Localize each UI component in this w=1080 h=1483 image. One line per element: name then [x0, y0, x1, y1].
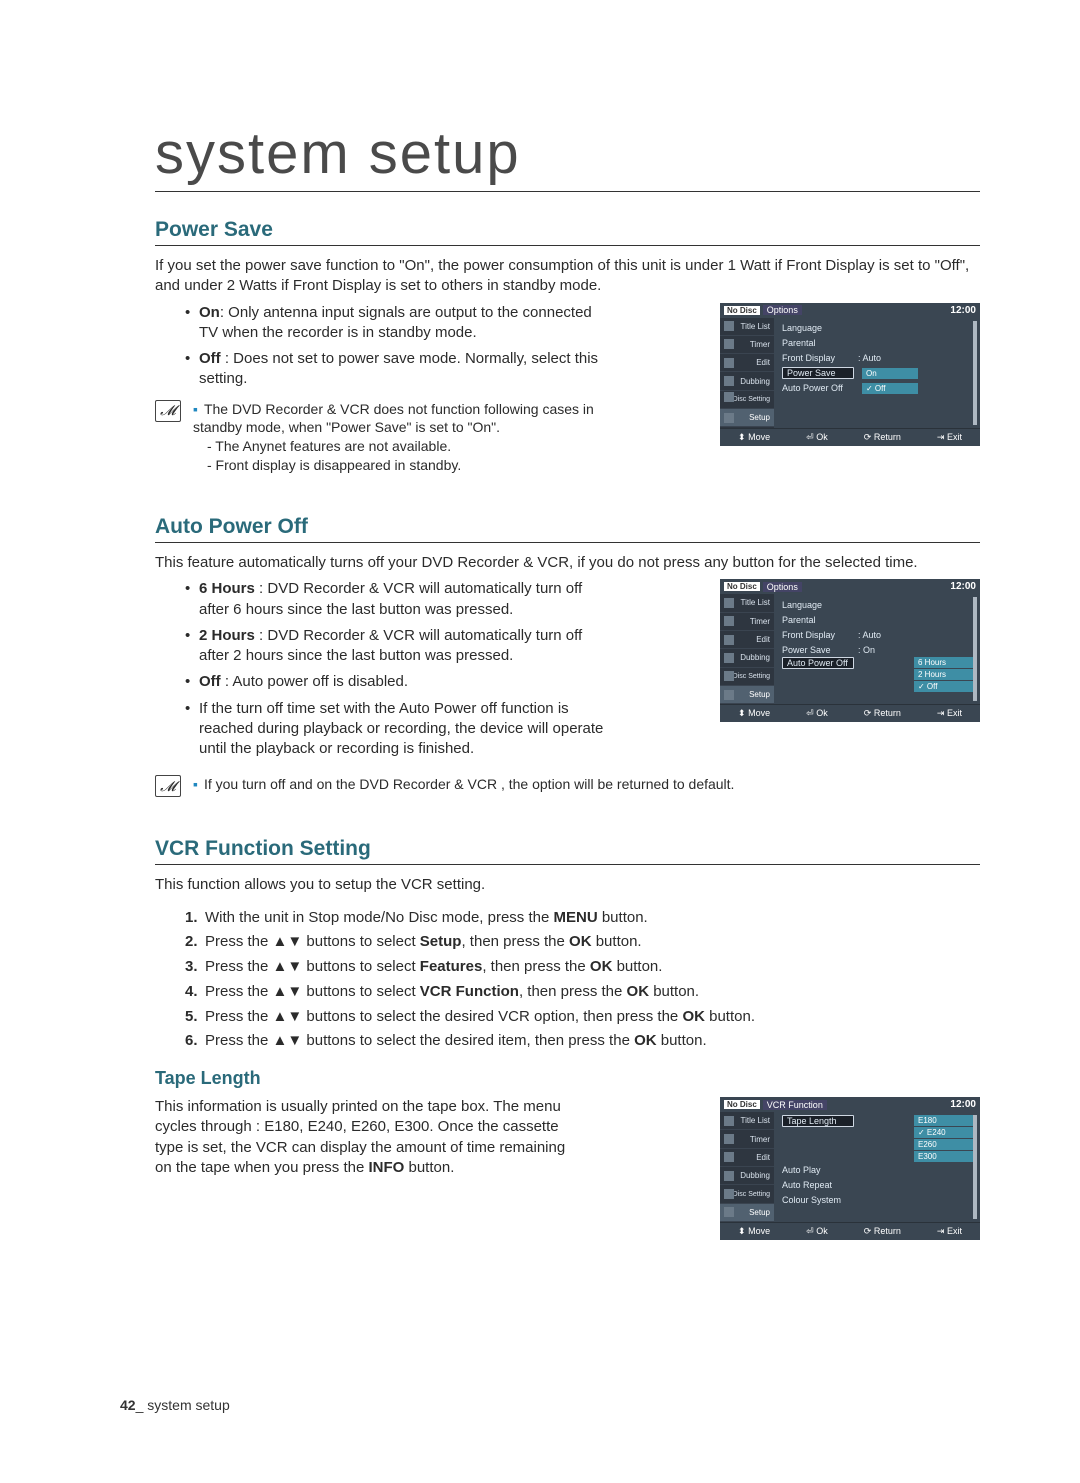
- intro-vcr-function: This function allows you to setup the VC…: [155, 875, 980, 895]
- bullet-off: Off : Does not set to power save mode. N…: [185, 349, 605, 390]
- vcr-steps: With the unit in Stop mode/No Disc mode,…: [185, 906, 980, 1055]
- osd-time: 12:00: [950, 1099, 976, 1110]
- osd-no-disc-pill: No Disc: [724, 582, 760, 591]
- osd-footer: Move Ok Return Exit: [720, 1222, 980, 1240]
- bullet-2h: 2 Hours : DVD Recorder & VCR will automa…: [185, 626, 605, 667]
- osd-sidebar: Title List Timer Edit Dubbing Disc Setti…: [720, 318, 774, 428]
- note-power-save: ▪The DVD Recorder & VCR does not functio…: [193, 400, 613, 476]
- osd-no-disc-pill: No Disc: [724, 306, 760, 315]
- osd-time: 12:00: [950, 581, 976, 592]
- osd-no-disc-pill: No Disc: [724, 1100, 760, 1109]
- osd-menu: Tape Length E180 ✓ E240 E260 E300 Auto P…: [774, 1112, 980, 1222]
- osd-sidebar: Title List Timer Edit Dubbing Disc Setti…: [720, 1112, 774, 1222]
- heading-vcr-function: VCR Function Setting: [155, 837, 980, 865]
- page-title: system setup: [155, 120, 980, 192]
- note-icon: 𝓜: [155, 400, 181, 422]
- tape-length-text: This information is usually printed on t…: [155, 1097, 575, 1178]
- osd-power-save: No Disc Options 12:00 Title List Timer E…: [720, 303, 980, 446]
- intro-auto-power-off: This feature automatically turns off you…: [155, 553, 980, 573]
- bullet-until-finished: If the turn off time set with the Auto P…: [185, 699, 605, 760]
- osd-menu: Language Parental Front Display: Auto Po…: [774, 318, 980, 428]
- page-footer: 42_ system setup: [120, 1397, 230, 1413]
- bullet-off2: Off : Auto power off is disabled.: [185, 672, 605, 692]
- heading-auto-power-off: Auto Power Off: [155, 515, 980, 543]
- osd-footer: Move Ok Return Exit: [720, 704, 980, 722]
- bullet-on: On: Only antenna input signals are outpu…: [185, 303, 605, 344]
- osd-crumb: Options: [763, 582, 802, 592]
- osd-crumb: Options: [763, 305, 802, 315]
- osd-sidebar: Title List Timer Edit Dubbing Disc Setti…: [720, 594, 774, 704]
- osd-vcr-function: No Disc VCR Function 12:00 Title List Ti…: [720, 1097, 980, 1240]
- heading-power-save: Power Save: [155, 218, 980, 246]
- intro-power-save: If you set the power save function to "O…: [155, 256, 980, 297]
- note-icon: 𝓜: [155, 775, 181, 797]
- osd-crumb: VCR Function: [763, 1100, 827, 1110]
- note-auto-power-off: ▪If you turn off and on the DVD Recorder…: [193, 775, 893, 794]
- heading-tape-length: Tape Length: [155, 1068, 980, 1089]
- osd-menu: Language Parental Front Display: Auto Po…: [774, 594, 980, 704]
- osd-auto-power-off: No Disc Options 12:00 Title List Timer E…: [720, 579, 980, 722]
- osd-time: 12:00: [950, 305, 976, 316]
- bullet-6h: 6 Hours : DVD Recorder & VCR will automa…: [185, 579, 605, 620]
- osd-footer: Move Ok Return Exit: [720, 428, 980, 446]
